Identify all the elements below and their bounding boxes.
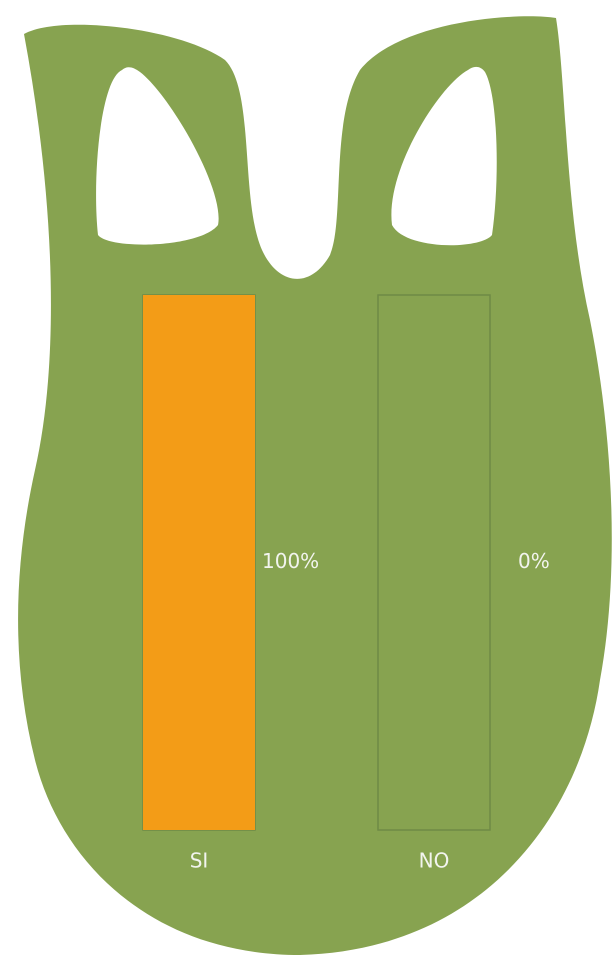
bag-shape [18, 16, 612, 955]
value-label: 100% [262, 549, 319, 573]
category-label: SI [190, 849, 209, 873]
category-label: NO [419, 849, 450, 873]
bar-frame [377, 294, 491, 831]
bar [143, 295, 255, 830]
value-label: 0% [518, 549, 550, 573]
